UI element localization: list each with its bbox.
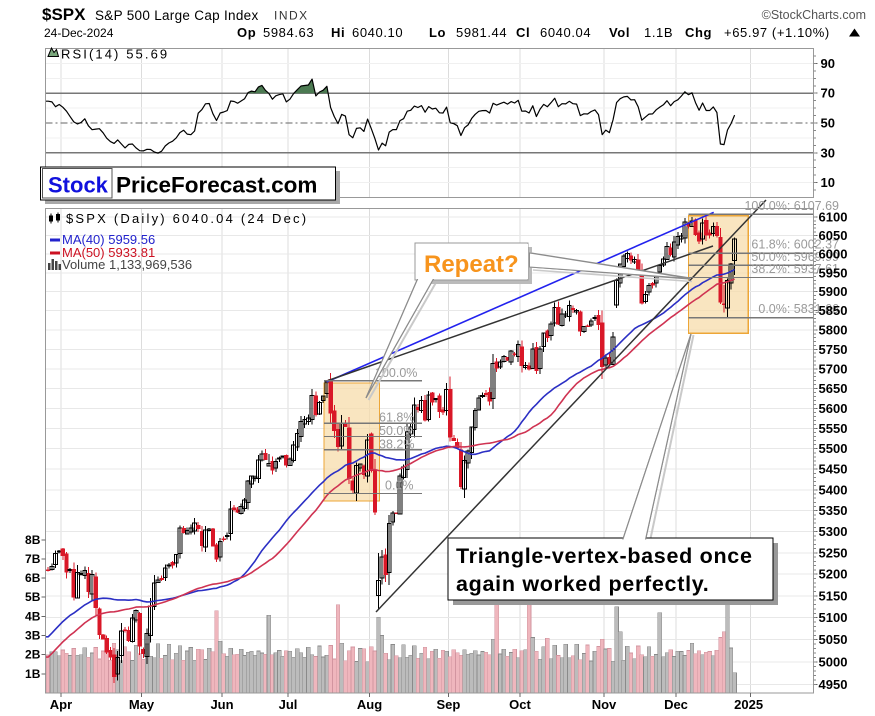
svg-text:90: 90 [821, 56, 835, 71]
svg-text:6000: 6000 [819, 247, 848, 262]
svg-text:S&P 500 Large Cap Index: S&P 500 Large Cap Index [95, 8, 259, 23]
svg-text:5250: 5250 [819, 545, 848, 560]
svg-text:7B: 7B [25, 552, 41, 566]
svg-text:$SPX: $SPX [42, 5, 86, 24]
svg-text:0.0%: 0.0% [385, 479, 414, 493]
svg-text:Nov: Nov [592, 697, 617, 712]
svg-text:50: 50 [821, 116, 835, 131]
svg-text:6100: 6100 [819, 210, 848, 225]
svg-text:5950: 5950 [819, 265, 848, 280]
svg-text:Repeat?: Repeat? [424, 251, 519, 278]
svg-text:10: 10 [821, 175, 835, 190]
svg-text:$SPX (Daily) 6040.04 (24 Dec): $SPX (Daily) 6040.04 (24 Dec) [66, 211, 308, 226]
svg-text:5900: 5900 [819, 284, 848, 299]
svg-text:5400: 5400 [819, 482, 848, 497]
svg-text:Jul: Jul [279, 697, 298, 712]
svg-text:8B: 8B [25, 533, 41, 547]
svg-text:100.0%: 6107.69: 100.0%: 6107.69 [744, 199, 839, 213]
svg-text:61.8%: 61.8% [379, 411, 414, 425]
svg-text:50.0%: 50.0% [379, 424, 414, 438]
svg-text:Volume 1,133,969,536: Volume 1,133,969,536 [62, 257, 192, 272]
svg-text:Aug: Aug [357, 697, 382, 712]
svg-text:70: 70 [821, 86, 835, 101]
svg-text:MA(40) 5959.56: MA(40) 5959.56 [62, 232, 155, 247]
svg-text:©StockCharts.com: ©StockCharts.com [762, 8, 866, 22]
svg-text:5300: 5300 [819, 524, 848, 539]
svg-text:5450: 5450 [819, 462, 848, 477]
svg-text:Oct: Oct [509, 697, 531, 712]
svg-text:5150: 5150 [819, 588, 848, 603]
svg-text:24-Dec-2024: 24-Dec-2024 [44, 26, 114, 40]
svg-text:61.8%: 6002.37: 61.8%: 6002.37 [751, 238, 839, 252]
svg-text:2B: 2B [25, 648, 41, 662]
svg-text:Jun: Jun [210, 697, 233, 712]
svg-text:0.0%: 5831.66: 0.0%: 5831.66 [758, 302, 839, 316]
svg-text:Stock: Stock [48, 173, 109, 198]
svg-text:5550: 5550 [819, 421, 848, 436]
svg-text:5100: 5100 [819, 610, 848, 625]
svg-text:6B: 6B [25, 571, 41, 585]
svg-text:5700: 5700 [819, 361, 848, 376]
svg-text:5850: 5850 [819, 303, 848, 318]
svg-text:5650: 5650 [819, 381, 848, 396]
svg-text:1B: 1B [25, 667, 41, 681]
svg-text:50.0%: 5969.99: 50.0%: 5969.99 [751, 250, 839, 264]
svg-text:3B: 3B [25, 629, 41, 643]
svg-text:Sep: Sep [436, 697, 460, 712]
svg-text:RSI(14) 55.69: RSI(14) 55.69 [61, 47, 169, 62]
svg-text:5050: 5050 [819, 632, 848, 647]
svg-text:Dec: Dec [664, 697, 688, 712]
svg-text:2025: 2025 [734, 697, 763, 712]
svg-text:again worked perfectly.: again worked perfectly. [456, 572, 709, 596]
svg-text:4B: 4B [25, 609, 41, 623]
svg-text:INDX: INDX [274, 9, 309, 23]
svg-text:PriceForecast.com: PriceForecast.com [116, 173, 317, 198]
svg-text:MA(50) 5933.81: MA(50) 5933.81 [62, 245, 155, 260]
svg-text:4950: 4950 [819, 677, 848, 692]
svg-text:May: May [129, 697, 155, 712]
svg-text:5500: 5500 [819, 441, 848, 456]
svg-text:5800: 5800 [819, 322, 848, 337]
svg-text:Triangle-vertex-based once: Triangle-vertex-based once [456, 544, 753, 568]
svg-text:30: 30 [821, 145, 835, 160]
svg-text:5000: 5000 [819, 655, 848, 670]
svg-text:Apr: Apr [50, 697, 72, 712]
svg-text:38.2%: 38.2% [379, 438, 414, 452]
svg-text:5B: 5B [25, 590, 41, 604]
svg-text:5600: 5600 [819, 401, 848, 416]
svg-text:6050: 6050 [819, 228, 848, 243]
svg-text:5350: 5350 [819, 503, 848, 518]
svg-text:5750: 5750 [819, 342, 848, 357]
svg-text:5200: 5200 [819, 567, 848, 582]
